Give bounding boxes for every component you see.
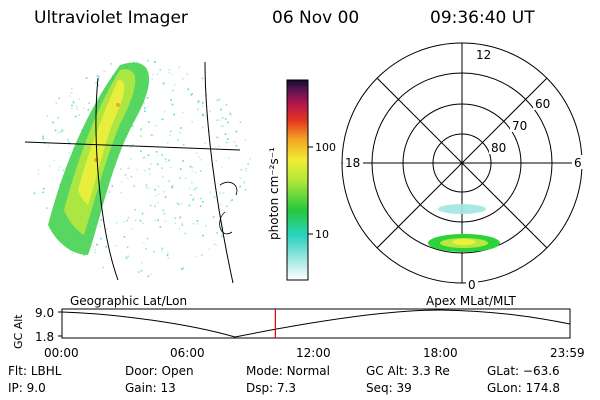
lat-label-60: 60 <box>535 97 550 111</box>
ip-field: IP: 9.0 <box>8 381 46 395</box>
glat-field: GLat: −63.6 <box>487 364 560 378</box>
colorbar-label: photon cm⁻²s⁻¹ <box>267 147 281 240</box>
time-tick-1800: 18:00 <box>423 346 458 360</box>
filter-field: Flt: LBHL <box>8 364 62 378</box>
mlt-label-12: 12 <box>476 48 491 62</box>
timeline-axis-label: GC Alt <box>12 314 25 349</box>
gc-alt-field: GC Alt: 3.3 Re <box>366 364 450 378</box>
mlt-label-6: 6 <box>574 156 582 170</box>
timeline-y-top: 9.0 <box>35 306 54 320</box>
time-tick-1200: 12:00 <box>296 346 331 360</box>
polar-plot: 12 18 6 0 60 70 80 <box>341 42 586 292</box>
colorbar-tick-100: 100 <box>315 141 336 154</box>
mode-field: Mode: Normal <box>246 364 330 378</box>
mlt-label-0: 0 <box>468 278 476 292</box>
colorbar-tick-10: 10 <box>315 228 329 241</box>
gain-field: Gain: 13 <box>125 381 176 395</box>
date-label: 06 Nov 00 <box>272 8 360 28</box>
time-tick-0600: 06:00 <box>170 346 205 360</box>
uv-emission <box>33 59 251 278</box>
colorbar: 100 10 photon cm⁻²s⁻¹ <box>267 79 336 281</box>
apex-caption: Apex MLat/MLT <box>426 294 516 308</box>
dsp-field: Dsp: 7.3 <box>246 381 297 395</box>
earth-disk-image <box>24 59 251 284</box>
time-tick-0000: 00:00 <box>44 346 79 360</box>
lat-label-70: 70 <box>512 119 527 133</box>
mlt-label-18: 18 <box>345 156 360 170</box>
lat-label-80: 80 <box>491 141 506 155</box>
seq-field: Seq: 39 <box>366 381 412 395</box>
imagery-panel: 100 10 photon cm⁻²s⁻¹ 12 18 6 0 60 70 80 <box>24 42 586 292</box>
altitude-timeline: GC Alt 9.0 1.8 <box>12 306 571 349</box>
door-field: Door: Open <box>125 364 194 378</box>
geographic-caption: Geographic Lat/Lon <box>70 294 188 308</box>
instrument-title: Ultraviolet Imager <box>34 8 188 28</box>
time-tick-2359: 23:59 <box>550 346 585 360</box>
time-label: 09:36:40 UT <box>430 8 535 28</box>
glon-field: GLon: 174.8 <box>487 381 560 395</box>
timeline-y-bottom: 1.8 <box>35 330 54 344</box>
